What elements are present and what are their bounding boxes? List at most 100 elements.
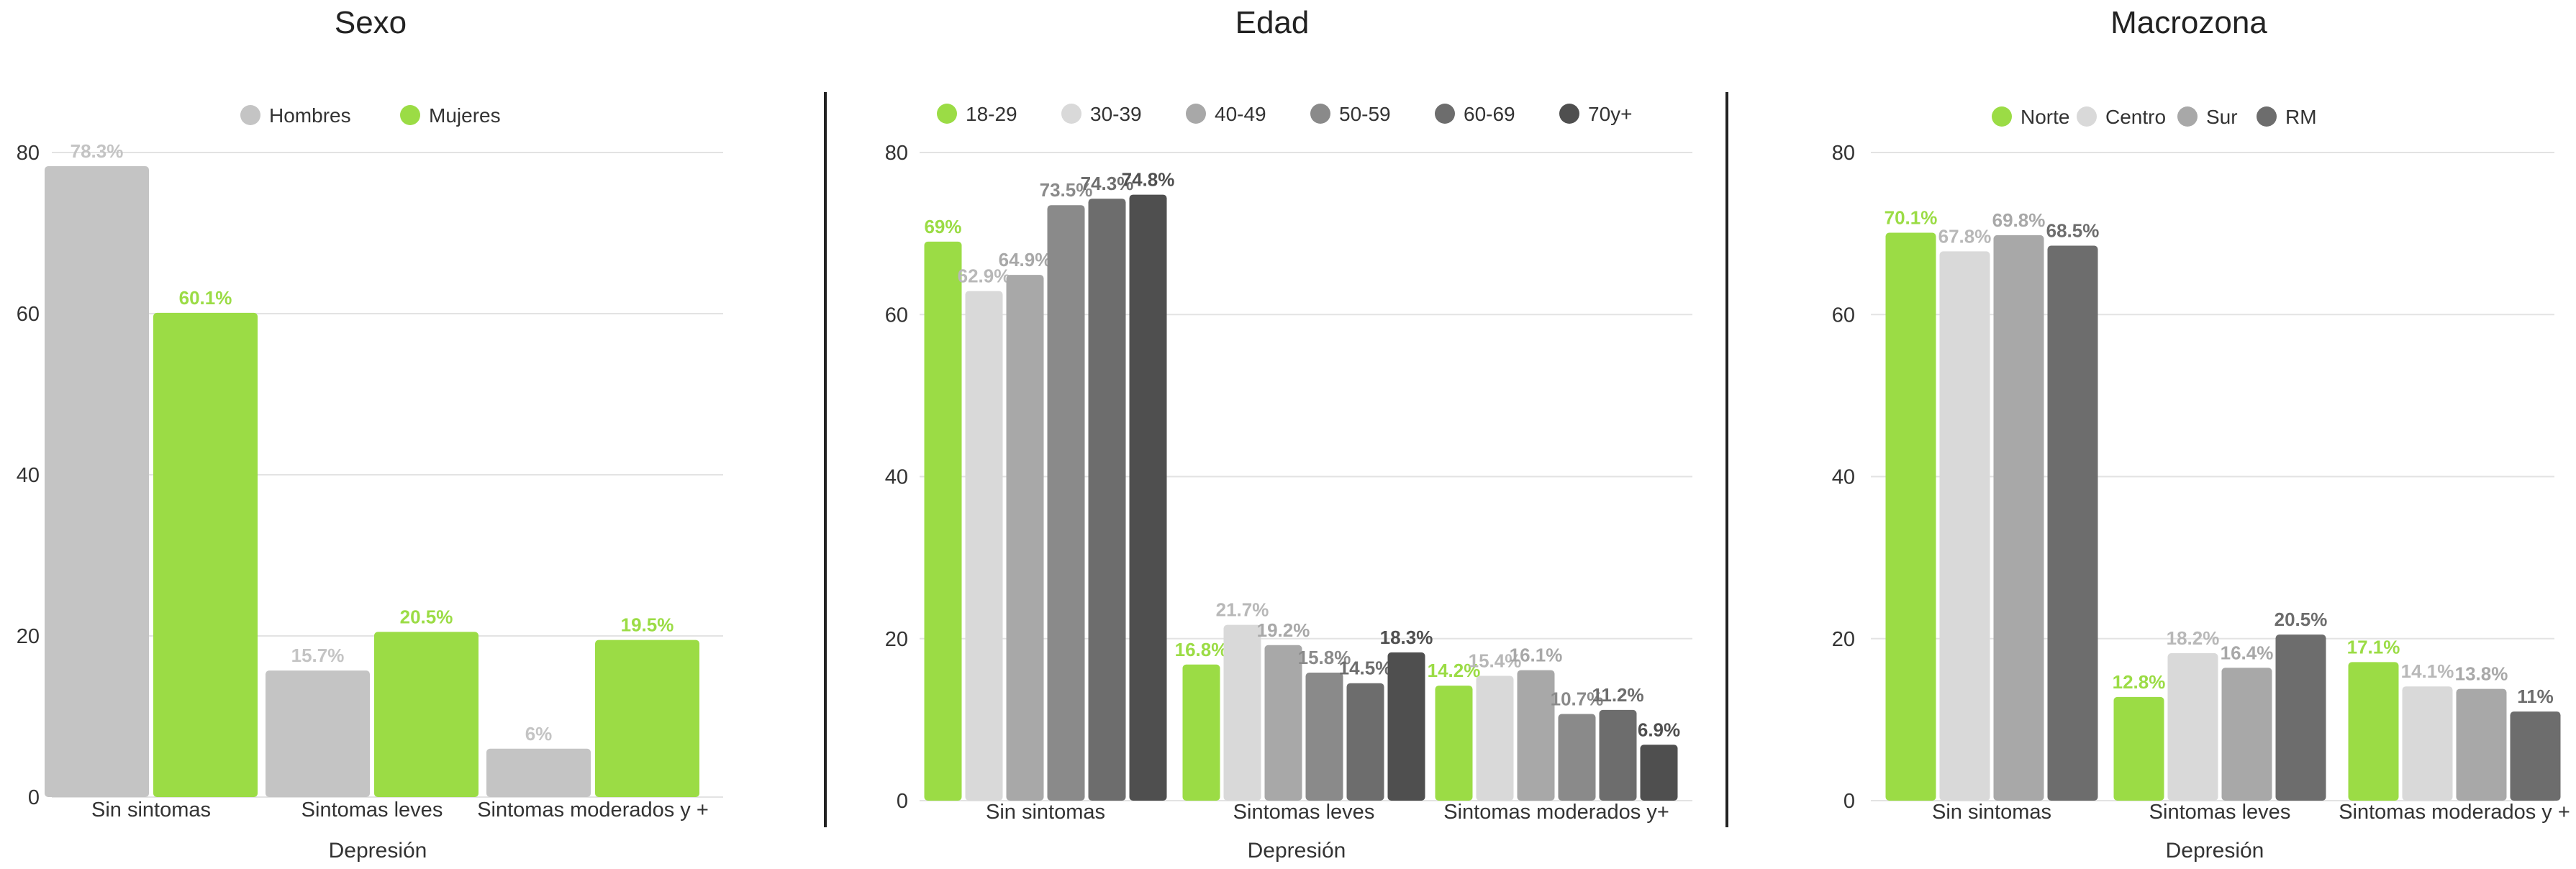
x-tick-label: Sintomas leves bbox=[301, 799, 443, 822]
chart-title: Sexo bbox=[335, 5, 407, 40]
value-label-hombres-sin-sintomas: 78.3% bbox=[71, 140, 124, 162]
legend-marker-norte bbox=[1992, 106, 2012, 127]
x-tick-label: Sintomas moderados y + bbox=[477, 799, 709, 822]
value-label-mujeres-sintomas-moderados-y: 19.5% bbox=[621, 614, 674, 636]
bar-30-39-sintomas-moderados-y bbox=[1476, 675, 1514, 801]
legend-marker-18-29 bbox=[937, 104, 957, 124]
bar-50-59-sintomas-moderados-y bbox=[1558, 714, 1596, 801]
y-tick-label: 80 bbox=[885, 142, 908, 165]
value-label-centro-sintomas-moderados-y: 14.1% bbox=[2401, 660, 2454, 682]
value-label-mujeres-sintomas-leves: 20.5% bbox=[400, 606, 453, 627]
y-tick-label: 20 bbox=[1832, 628, 1855, 651]
bar-centro-sin-sintomas bbox=[1939, 251, 1990, 801]
chart-panel-edad: Edad 0 20 40 60 80 18-29 30-39 40-49 50-59 60-69 70… bbox=[885, 5, 1692, 863]
bar-50-59-sin-sintomas bbox=[1047, 205, 1085, 801]
legend-marker-centro bbox=[2077, 106, 2097, 127]
bar-18-29-sintomas-leves bbox=[1182, 664, 1220, 801]
legend-label-60-69: 60-69 bbox=[1464, 103, 1515, 125]
bar-norte-sintomas-leves bbox=[2113, 696, 2164, 801]
bar-sur-sin-sintomas bbox=[1993, 235, 2044, 801]
bar-hombres-sin-sintomas bbox=[45, 166, 149, 798]
value-label-60-69-sintomas-moderados-y: 11.2% bbox=[1592, 684, 1643, 706]
value-label-40-49-sin-sintomas: 64.9% bbox=[999, 249, 1052, 270]
value-label-18-29-sintomas-moderados-y: 14.2% bbox=[1428, 660, 1481, 681]
value-label-norte-sin-sintomas: 70.1% bbox=[1885, 206, 1938, 228]
bar-rm-sin-sintomas bbox=[2047, 245, 2098, 801]
y-tick-label: 40 bbox=[17, 464, 40, 487]
x-tick-label: Sin sintomas bbox=[91, 799, 211, 822]
bar-50-59-sintomas-leves bbox=[1305, 673, 1343, 801]
value-label-30-39-sin-sintomas: 62.9% bbox=[958, 265, 1011, 287]
y-tick-label: 80 bbox=[17, 142, 40, 165]
value-label-60-69-sintomas-leves: 14.5% bbox=[1339, 658, 1392, 679]
value-label-30-39-sintomas-moderados-y: 15.4% bbox=[1469, 650, 1522, 672]
legend-label-hombres: Hombres bbox=[269, 104, 351, 127]
legend-marker-mujeres bbox=[400, 105, 420, 125]
x-axis-title: Depresión bbox=[1248, 839, 1346, 863]
y-tick-label: 40 bbox=[885, 466, 908, 489]
bar-sur-sintomas-leves bbox=[2221, 668, 2272, 801]
value-label-70y-sintomas-moderados-y: 6.9% bbox=[1638, 719, 1680, 740]
bar-60-69-sintomas-moderados-y bbox=[1599, 709, 1637, 801]
bar-70y-sin-sintomas bbox=[1129, 194, 1167, 801]
legend-marker-40-49 bbox=[1186, 104, 1206, 124]
bar-18-29-sin-sintomas bbox=[924, 241, 962, 801]
value-label-40-49-sintomas-leves: 19.2% bbox=[1257, 619, 1310, 641]
bar-40-49-sintomas-leves bbox=[1264, 645, 1302, 801]
value-label-18-29-sin-sintomas: 69% bbox=[924, 216, 961, 237]
y-tick-label: 20 bbox=[885, 628, 908, 651]
y-tick-label: 40 bbox=[1832, 466, 1855, 489]
value-label-40-49-sintomas-moderados-y: 16.1% bbox=[1510, 645, 1563, 666]
value-label-hombres-sintomas-moderados-y: 6% bbox=[525, 723, 553, 745]
bar-18-29-sintomas-moderados-y bbox=[1435, 686, 1473, 801]
bar-mujeres-sintomas-moderados-y bbox=[595, 640, 699, 797]
legend-marker-70y bbox=[1559, 104, 1579, 124]
bar-30-39-sin-sintomas bbox=[965, 291, 1003, 801]
x-tick-label: Sin sintomas bbox=[1932, 801, 2051, 824]
chart-title: Edad bbox=[1235, 5, 1310, 40]
bar-rm-sintomas-moderados-y bbox=[2510, 711, 2561, 801]
value-label-18-29-sintomas-leves: 16.8% bbox=[1175, 639, 1228, 660]
legend-label-centro: Centro bbox=[2105, 106, 2166, 128]
bar-mujeres-sintomas-leves bbox=[374, 632, 479, 797]
value-label-30-39-sintomas-leves: 21.7% bbox=[1216, 599, 1269, 621]
legend-label-rm: RM bbox=[2285, 106, 2317, 128]
bar-hombres-sintomas-leves bbox=[266, 670, 370, 797]
value-label-norte-sintomas-leves: 12.8% bbox=[2113, 671, 2166, 693]
legend-label-50-59: 50-59 bbox=[1339, 103, 1391, 125]
x-tick-label: Sintomas leves bbox=[1233, 801, 1375, 824]
legend-marker-sur bbox=[2177, 106, 2198, 127]
y-tick-label: 20 bbox=[17, 625, 40, 648]
bar-norte-sintomas-moderados-y bbox=[2348, 662, 2399, 801]
x-tick-label: Sintomas moderados y + bbox=[2339, 801, 2570, 824]
legend-label-sur: Sur bbox=[2206, 106, 2238, 128]
legend-label-40-49: 40-49 bbox=[1215, 103, 1266, 125]
y-tick-label: 0 bbox=[1843, 790, 1855, 813]
bar-60-69-sintomas-leves bbox=[1346, 683, 1384, 801]
value-label-sur-sintomas-moderados-y: 13.8% bbox=[2455, 663, 2508, 685]
x-axis-title: Depresión bbox=[2166, 839, 2264, 863]
chart-panel-sexo: Sexo 0 20 40 60 80 Hombres Mujeres 78.3% 60.1% Sin… bbox=[17, 5, 723, 863]
y-tick-label: 80 bbox=[1832, 142, 1855, 165]
value-label-centro-sin-sintomas: 67.8% bbox=[1938, 225, 1992, 247]
value-label-rm-sintomas-moderados-y: 11% bbox=[2517, 686, 2554, 707]
bar-sur-sintomas-moderados-y bbox=[2456, 688, 2507, 801]
value-label-mujeres-sin-sintomas: 60.1% bbox=[179, 287, 232, 309]
value-label-60-69-sin-sintomas: 74.3% bbox=[1081, 173, 1134, 194]
x-tick-label: Sintomas moderados y+ bbox=[1443, 801, 1669, 824]
legend-marker-50-59 bbox=[1310, 104, 1330, 124]
bar-mujeres-sin-sintomas bbox=[153, 312, 258, 797]
legend-label-30-39: 30-39 bbox=[1090, 103, 1142, 125]
value-label-50-59-sintomas-leves: 15.8% bbox=[1298, 647, 1351, 668]
bar-centro-sintomas-moderados-y bbox=[2402, 686, 2453, 801]
bar-60-69-sin-sintomas bbox=[1088, 199, 1126, 801]
y-tick-label: 60 bbox=[885, 304, 908, 327]
y-tick-label: 60 bbox=[1832, 304, 1855, 327]
value-label-hombres-sintomas-leves: 15.7% bbox=[291, 645, 345, 666]
value-label-70y-sin-sintomas: 74.8% bbox=[1122, 169, 1175, 191]
legend-label-mujeres: Mujeres bbox=[429, 104, 501, 127]
y-tick-label: 60 bbox=[17, 303, 40, 326]
value-label-50-59-sin-sintomas: 73.5% bbox=[1040, 179, 1093, 201]
value-label-70y-sintomas-leves: 18.3% bbox=[1380, 627, 1433, 648]
x-tick-label: Sintomas leves bbox=[2149, 801, 2291, 824]
